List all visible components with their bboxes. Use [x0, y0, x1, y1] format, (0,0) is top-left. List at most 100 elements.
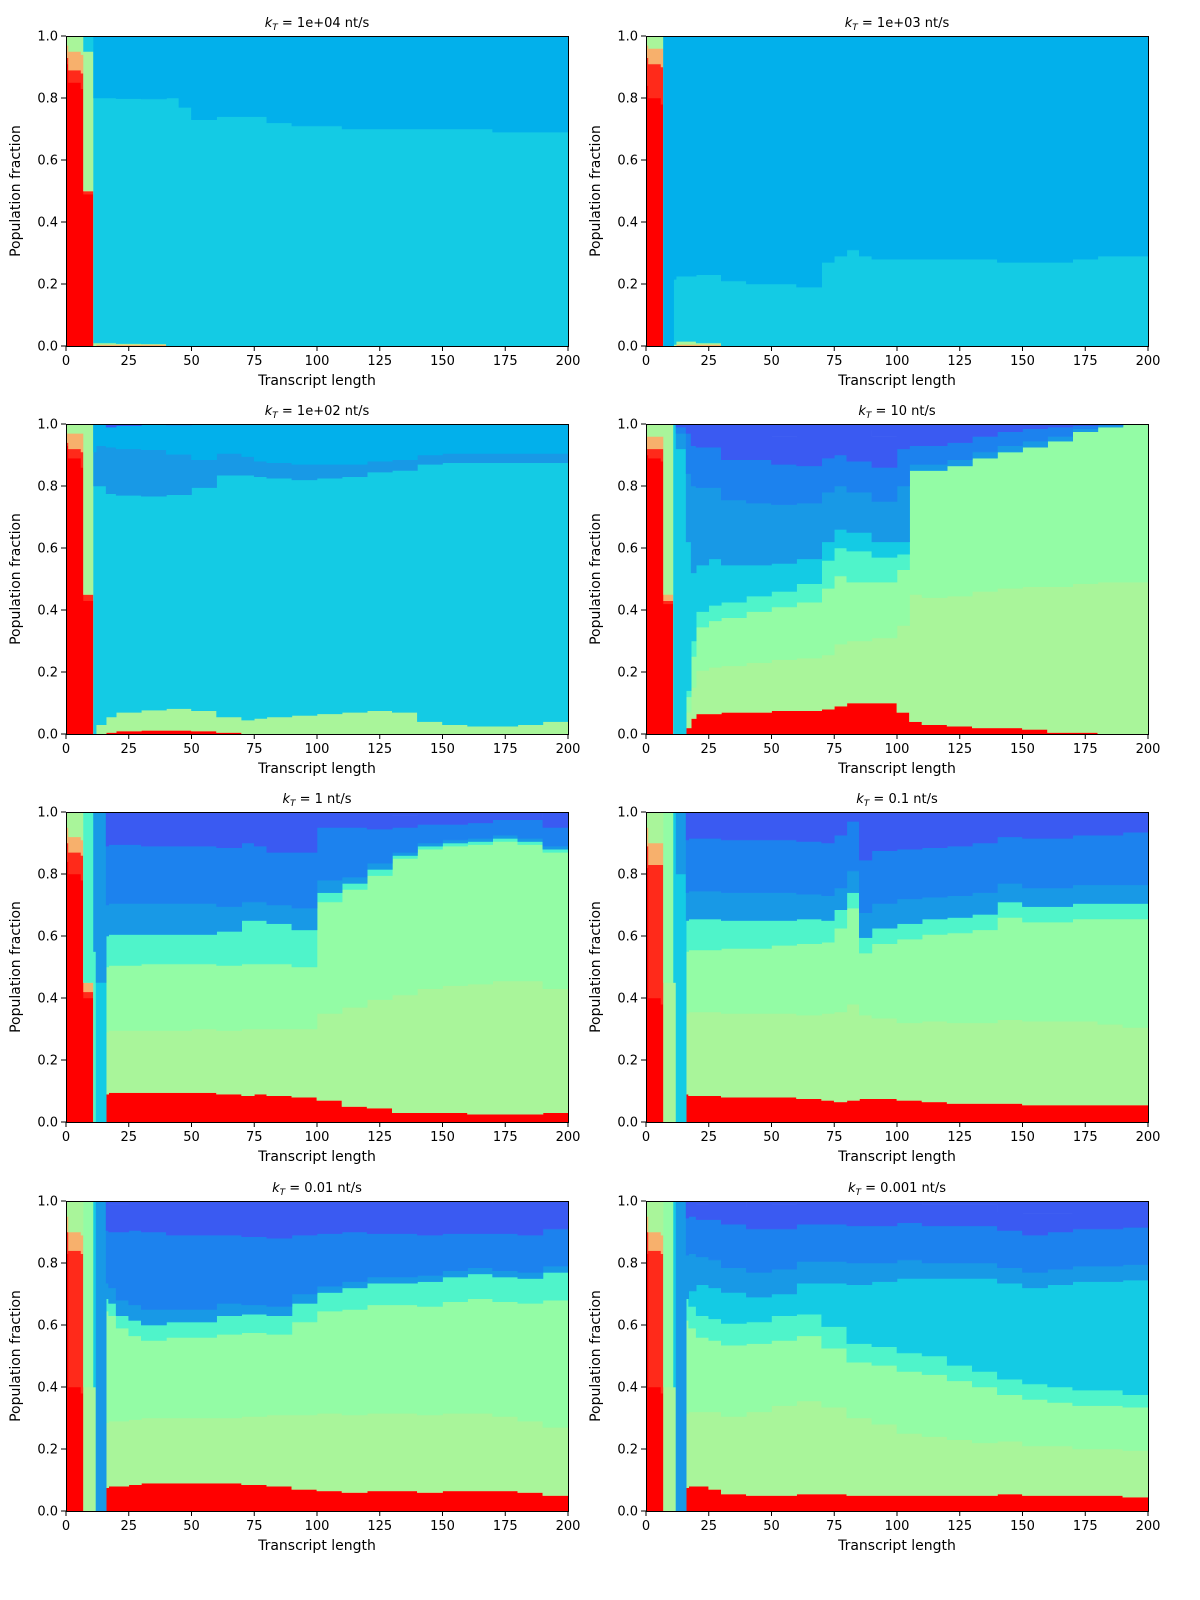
y-tick-label: 1.0	[617, 1195, 638, 1210]
x-tick-label: 75	[246, 742, 263, 757]
x-tick-label: 200	[556, 1519, 581, 1534]
x-tick-label: 175	[493, 1519, 518, 1534]
y-tick-label: 0.8	[37, 480, 58, 495]
y-tick-label: 0.6	[37, 1319, 58, 1334]
x-tick-label: 200	[1136, 1130, 1161, 1145]
stacked-areas	[646, 1201, 1148, 1511]
x-tick-label: 175	[1073, 354, 1098, 369]
y-tick-label: 0.0	[617, 728, 638, 743]
x-tick-label: 100	[305, 354, 330, 369]
x-tick-label: 175	[493, 354, 518, 369]
chart-panel-5: 0 25 50 75 100 125 150 175 200 0.0 0.2 0.4 0.6 0.8 1.0…	[8, 792, 580, 1165]
x-tick-label: 150	[430, 1130, 455, 1145]
x-axis-label: Transcript length	[257, 1538, 376, 1554]
x-axis-label: Transcript length	[837, 1538, 956, 1554]
x-tick-label: 50	[763, 742, 780, 757]
panel-title: kT = 1e+02 nt/s	[265, 404, 370, 421]
x-axis-label: Transcript length	[837, 1149, 956, 1165]
panel-title: kT = 1 nt/s	[282, 792, 351, 809]
y-axis-label: Population fraction	[8, 513, 24, 645]
panel-title: kT = 1e+03 nt/s	[845, 16, 950, 33]
series-area-remainder	[721, 424, 897, 438]
y-tick-label: 0.8	[617, 1257, 638, 1272]
panel-title: kT = 0.1 nt/s	[856, 792, 938, 809]
y-axis-label: Population fraction	[8, 901, 24, 1033]
series-area-10	[66, 812, 568, 853]
x-tick-label: 175	[1073, 1519, 1098, 1534]
x-tick-label: 25	[120, 1130, 137, 1145]
x-axis-label: Transcript length	[257, 1149, 376, 1165]
y-tick-label: 0.0	[617, 340, 638, 355]
series-area-10	[66, 1201, 568, 1239]
x-tick-label: 150	[1010, 354, 1035, 369]
x-axis-label: Transcript length	[837, 373, 956, 389]
y-tick-label: 1.0	[617, 806, 638, 821]
chart-panel-2: 0 25 50 75 100 125 150 175 200 0.0 0.2 0.4 0.6 0.8 1.0…	[588, 16, 1160, 389]
x-tick-label: 0	[62, 1130, 70, 1145]
x-tick-label: 50	[183, 742, 200, 757]
chart-panel-3: 0 25 50 75 100 125 150 175 200 0.0 0.2 0.4 0.6 0.8 1.0…	[8, 404, 580, 777]
x-tick-label: 150	[1010, 1130, 1035, 1145]
stacked-areas	[646, 424, 1148, 734]
x-tick-label: 75	[246, 354, 263, 369]
x-tick-label: 0	[62, 742, 70, 757]
y-tick-label: 0.8	[37, 1257, 58, 1272]
y-tick-label: 0.4	[37, 216, 58, 231]
x-tick-label: 125	[367, 742, 392, 757]
chart-panel-7: 0 25 50 75 100 125 150 175 200 0.0 0.2 0.4 0.6 0.8 1.0…	[8, 1181, 580, 1554]
x-tick-label: 125	[947, 1519, 972, 1534]
x-tick-label: 25	[700, 742, 717, 757]
x-tick-label: 75	[826, 1519, 843, 1534]
x-tick-label: 150	[430, 1519, 455, 1534]
x-tick-label: 25	[120, 1519, 137, 1534]
x-tick-label: 200	[556, 742, 581, 757]
x-tick-label: 100	[885, 354, 910, 369]
x-tick-label: 25	[700, 354, 717, 369]
x-tick-label: 175	[493, 1130, 518, 1145]
x-tick-label: 100	[885, 1130, 910, 1145]
y-axis-label: Population fraction	[588, 1290, 604, 1422]
y-tick-label: 0.4	[37, 604, 58, 619]
x-tick-label: 0	[642, 1519, 650, 1534]
x-tick-label: 0	[62, 1519, 70, 1534]
chart-panel-4: 0 25 50 75 100 125 150 175 200 0.0 0.2 0.4 0.6 0.8 1.0…	[588, 404, 1160, 777]
y-tick-label: 0.6	[37, 154, 58, 169]
chart-panel-8: 0 25 50 75 100 125 150 175 200 0.0 0.2 0.4 0.6 0.8 1.0…	[588, 1181, 1160, 1554]
y-tick-label: 0.8	[617, 868, 638, 883]
panel-title: kT = 10 nt/s	[858, 404, 936, 421]
y-tick-label: 0.6	[617, 1319, 638, 1334]
x-tick-label: 100	[305, 742, 330, 757]
x-tick-label: 25	[700, 1519, 717, 1534]
y-tick-label: 0.2	[617, 666, 638, 681]
y-tick-label: 0.8	[617, 92, 638, 107]
stacked-areas	[66, 36, 568, 346]
x-tick-label: 100	[885, 742, 910, 757]
x-tick-label: 125	[947, 354, 972, 369]
y-tick-label: 1.0	[37, 418, 58, 433]
y-axis-label: Population fraction	[8, 125, 24, 257]
x-axis-label: Transcript length	[837, 761, 956, 777]
y-tick-label: 0.0	[37, 1116, 58, 1131]
x-axis-label: Transcript length	[257, 761, 376, 777]
x-tick-label: 0	[642, 354, 650, 369]
x-tick-label: 25	[120, 354, 137, 369]
stacked-areas	[646, 812, 1148, 1122]
x-tick-label: 150	[1010, 1519, 1035, 1534]
y-tick-label: 1.0	[617, 30, 638, 45]
x-tick-label: 50	[183, 354, 200, 369]
x-tick-label: 0	[62, 354, 70, 369]
x-tick-label: 175	[493, 742, 518, 757]
y-tick-label: 0.0	[617, 1116, 638, 1131]
stacked-areas	[66, 424, 568, 734]
y-tick-label: 0.4	[617, 992, 638, 1007]
x-tick-label: 75	[826, 742, 843, 757]
y-tick-label: 0.8	[37, 868, 58, 883]
stacked-areas	[66, 1201, 568, 1511]
x-tick-label: 50	[763, 1519, 780, 1534]
x-tick-label: 75	[246, 1130, 263, 1145]
series-area-remainder	[696, 1201, 1148, 1214]
x-tick-label: 0	[642, 1130, 650, 1145]
y-tick-label: 0.6	[617, 542, 638, 557]
stacked-areas	[646, 36, 1148, 346]
y-tick-label: 1.0	[37, 806, 58, 821]
